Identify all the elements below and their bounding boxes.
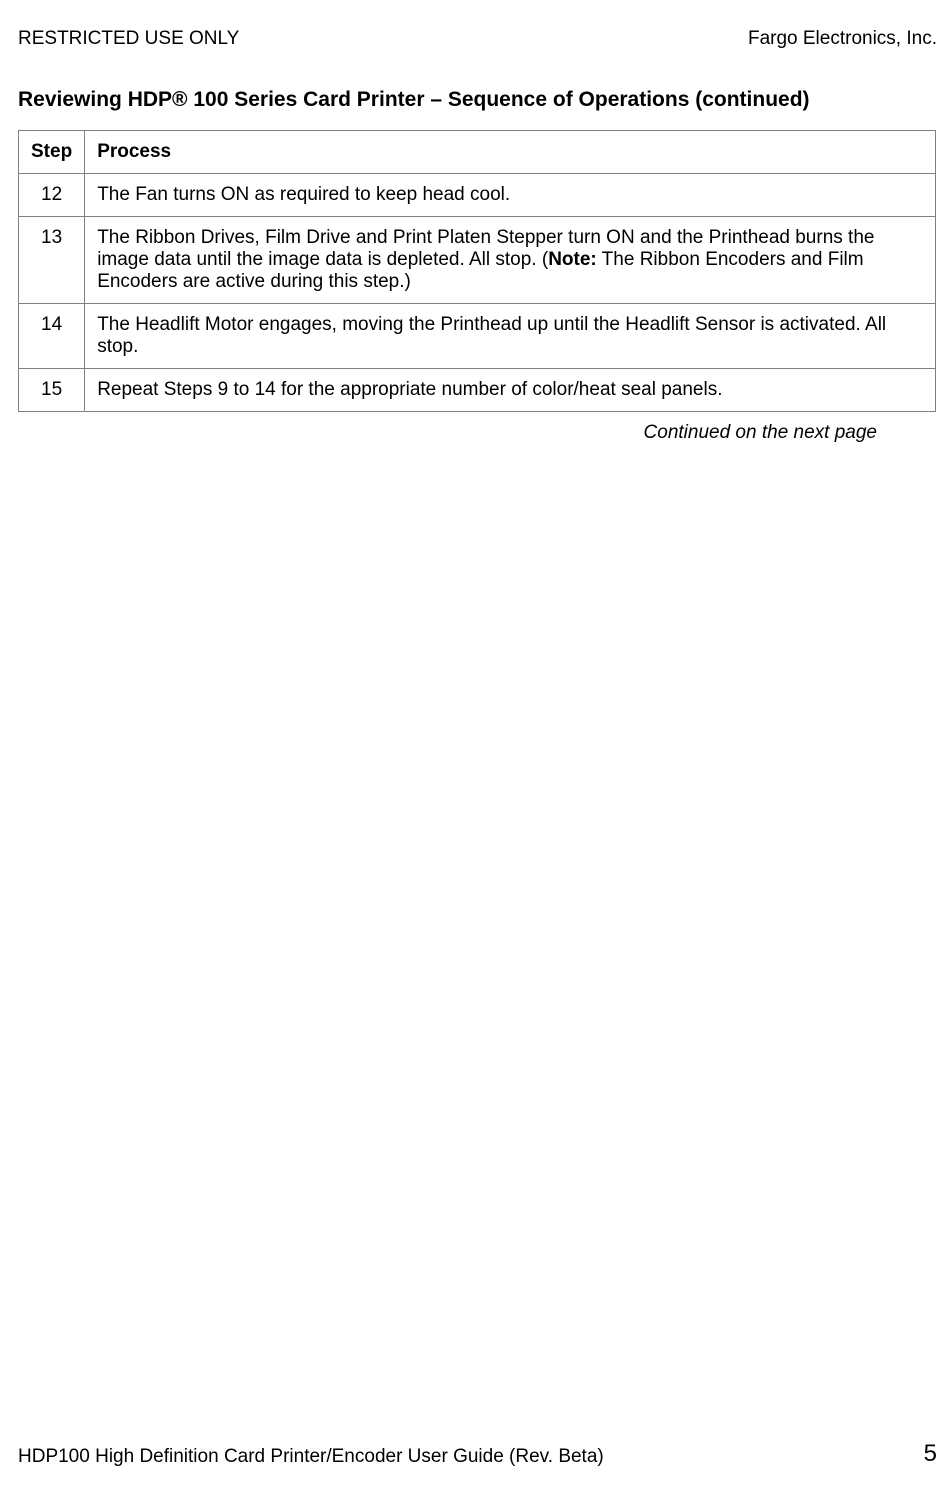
heading-reg: ® — [172, 88, 187, 111]
page-number: 5 — [924, 1440, 937, 1468]
note-label: Note: — [548, 249, 597, 270]
step-number: 14 — [19, 304, 85, 369]
step-process: The Headlift Motor engages, moving the P… — [85, 304, 936, 369]
section-heading: Reviewing HDP® 100 Series Card Printer –… — [18, 88, 937, 112]
step-number: 13 — [19, 217, 85, 304]
table-row: 15 Repeat Steps 9 to 14 for the appropri… — [19, 369, 936, 412]
heading-prefix: Reviewing HDP — [18, 88, 172, 111]
step-process: Repeat Steps 9 to 14 for the appropriate… — [85, 369, 936, 412]
step-process: The Ribbon Drives, Film Drive and Print … — [85, 217, 936, 304]
header-right: Fargo Electronics, Inc. — [748, 28, 937, 50]
table-row: 13 The Ribbon Drives, Film Drive and Pri… — [19, 217, 936, 304]
col-process: Process — [85, 131, 936, 174]
heading-suffix: 100 Series Card Printer – Sequence of Op… — [188, 88, 810, 111]
page-footer: HDP100 High Definition Card Printer/Enco… — [18, 1440, 937, 1468]
footer-left: HDP100 High Definition Card Printer/Enco… — [18, 1446, 604, 1468]
header-left: RESTRICTED USE ONLY — [18, 28, 239, 50]
col-step: Step — [19, 131, 85, 174]
steps-table: Step Process 12 The Fan turns ON as requ… — [18, 130, 936, 412]
table-row: 14 The Headlift Motor engages, moving th… — [19, 304, 936, 369]
table-header-row: Step Process — [19, 131, 936, 174]
step-process: The Fan turns ON as required to keep hea… — [85, 174, 936, 217]
table-row: 12 The Fan turns ON as required to keep … — [19, 174, 936, 217]
page-header: RESTRICTED USE ONLY Fargo Electronics, I… — [18, 28, 937, 50]
step-number: 12 — [19, 174, 85, 217]
continued-note: Continued on the next page — [18, 422, 937, 444]
step-number: 15 — [19, 369, 85, 412]
